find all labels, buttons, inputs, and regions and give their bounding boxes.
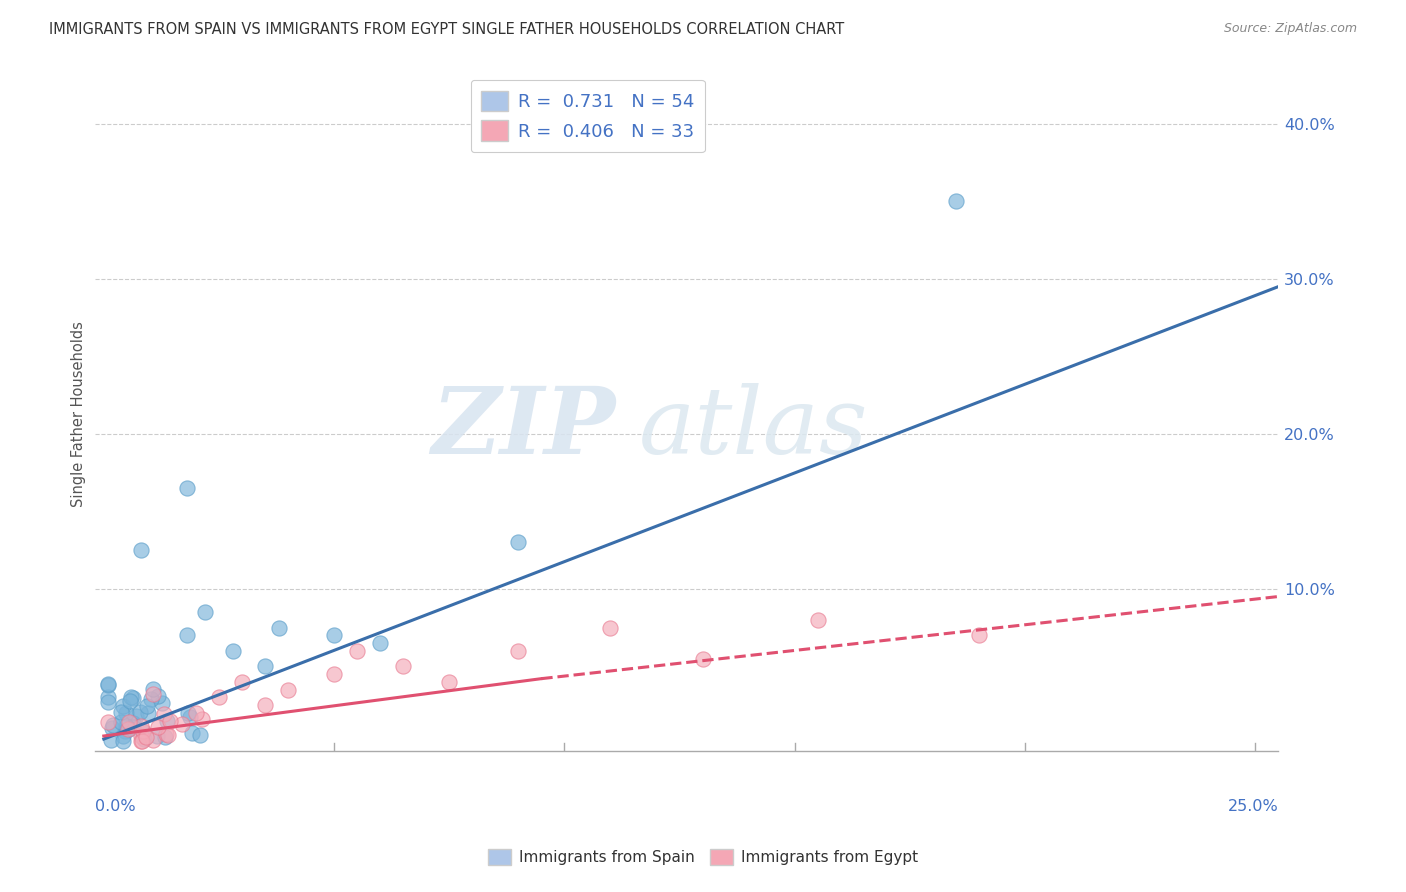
Point <box>945 194 967 209</box>
Point <box>392 659 415 673</box>
Point <box>110 705 132 719</box>
Point <box>176 481 198 495</box>
Text: Source: ZipAtlas.com: Source: ZipAtlas.com <box>1223 22 1357 36</box>
Point <box>253 698 276 712</box>
Point <box>129 543 152 558</box>
Point <box>176 628 198 642</box>
Point <box>97 677 120 691</box>
Point <box>101 721 124 735</box>
Point <box>692 651 714 665</box>
Point <box>118 714 141 729</box>
Point <box>135 730 157 744</box>
Point <box>114 706 136 720</box>
Point <box>439 674 461 689</box>
Point <box>138 706 160 720</box>
Point <box>807 613 830 627</box>
Point <box>114 724 136 739</box>
Point <box>155 727 177 741</box>
Point <box>117 722 139 736</box>
Point <box>117 723 139 737</box>
Point <box>129 705 152 719</box>
Point <box>101 718 124 732</box>
Point <box>122 721 145 735</box>
Point <box>177 706 200 720</box>
Point <box>194 605 217 619</box>
Point <box>134 732 156 747</box>
Point <box>346 644 368 658</box>
Text: ZIP: ZIP <box>432 383 616 473</box>
Point <box>170 717 193 731</box>
Point <box>110 715 132 730</box>
Point <box>155 730 177 744</box>
Point <box>967 628 990 642</box>
Point <box>368 636 391 650</box>
Point <box>222 644 245 658</box>
Point <box>142 732 165 747</box>
Point <box>129 734 152 748</box>
Point <box>100 733 122 747</box>
Point <box>157 728 180 742</box>
Point <box>136 699 159 714</box>
Point <box>142 687 165 701</box>
Point <box>131 729 153 743</box>
Point <box>508 535 530 549</box>
Point <box>146 689 169 703</box>
Point <box>111 699 134 714</box>
Text: IMMIGRANTS FROM SPAIN VS IMMIGRANTS FROM EGYPT SINGLE FATHER HOUSEHOLDS CORRELAT: IMMIGRANTS FROM SPAIN VS IMMIGRANTS FROM… <box>49 22 845 37</box>
Point <box>156 714 179 729</box>
Point <box>190 729 212 743</box>
Point <box>132 724 155 739</box>
Point <box>323 628 346 642</box>
Point <box>112 734 135 748</box>
Point <box>208 690 231 705</box>
Point <box>97 678 120 692</box>
Point <box>132 724 155 739</box>
Point <box>180 725 202 739</box>
Point <box>139 691 162 706</box>
Point <box>191 712 214 726</box>
Point <box>120 690 142 705</box>
Point <box>125 709 148 723</box>
Point <box>153 706 176 721</box>
Point <box>179 709 201 723</box>
Point <box>97 695 120 709</box>
Point <box>508 644 530 658</box>
Point <box>122 716 145 731</box>
Point <box>129 719 152 733</box>
Point <box>97 690 120 704</box>
Point <box>120 694 142 708</box>
Point <box>146 720 169 734</box>
Point <box>142 681 165 696</box>
Point <box>277 682 299 697</box>
Point <box>599 620 621 634</box>
Text: 0.0%: 0.0% <box>94 798 135 814</box>
Point <box>267 620 290 634</box>
Text: 25.0%: 25.0% <box>1227 798 1278 814</box>
Point <box>184 706 207 720</box>
Point <box>323 667 346 681</box>
Legend: Immigrants from Spain, Immigrants from Egypt: Immigrants from Spain, Immigrants from E… <box>482 843 924 871</box>
Point <box>231 674 253 689</box>
Text: atlas: atlas <box>640 383 869 473</box>
Point <box>122 690 145 705</box>
Point <box>159 714 181 728</box>
Point <box>145 729 167 743</box>
Point <box>114 719 136 733</box>
Y-axis label: Single Father Households: Single Father Households <box>72 321 86 508</box>
Point <box>111 729 134 743</box>
Point <box>150 696 173 710</box>
Point <box>97 715 120 730</box>
Point <box>131 734 153 748</box>
Point <box>253 659 276 673</box>
Legend: R =  0.731   N = 54, R =  0.406   N = 33: R = 0.731 N = 54, R = 0.406 N = 33 <box>471 79 704 153</box>
